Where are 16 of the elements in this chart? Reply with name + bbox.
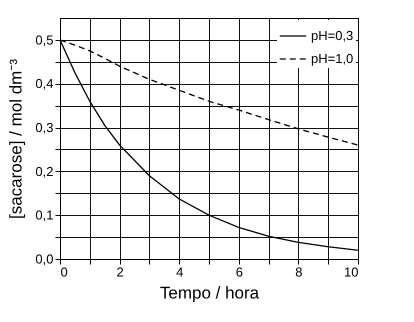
y-tick-label: 0,4 xyxy=(35,76,54,92)
y-tick-label: 0,3 xyxy=(35,120,54,136)
legend-label: pH=1,0 xyxy=(311,51,354,66)
x-tick-label: 0 xyxy=(60,264,68,280)
x-tick-label: 6 xyxy=(236,264,243,280)
y-tick-label: 0,5 xyxy=(35,32,54,48)
x-tick-label: 10 xyxy=(344,264,358,280)
legend-label: pH=0,3 xyxy=(311,28,354,43)
y-axis-title: [sacarose] / mol dm⁻³ xyxy=(6,58,26,219)
y-tick-label: 0,2 xyxy=(35,164,54,179)
x-tick-label: 2 xyxy=(116,264,124,280)
y-tick-label: 0,0 xyxy=(35,252,54,266)
x-axis-title: Tempo / hora xyxy=(160,284,260,302)
x-tick-label: 8 xyxy=(295,264,303,280)
x-tick-label: 4 xyxy=(176,264,184,280)
y-tick-label: 0,1 xyxy=(35,208,54,223)
